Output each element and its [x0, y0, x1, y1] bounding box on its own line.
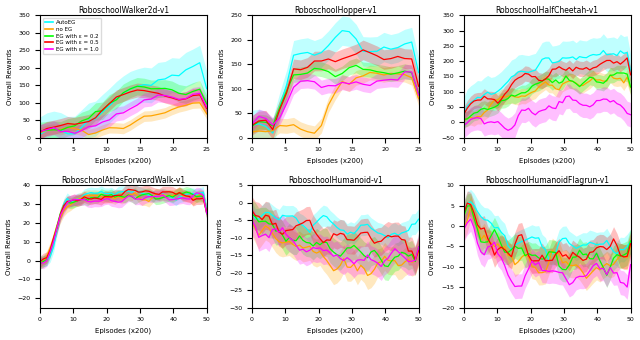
X-axis label: Episodes (x200): Episodes (x200)	[519, 328, 575, 335]
Title: RoboschoolHalfCheetah-v1: RoboschoolHalfCheetah-v1	[496, 5, 598, 15]
Title: RoboschoolAtlasForwardWalk-v1: RoboschoolAtlasForwardWalk-v1	[61, 175, 186, 185]
X-axis label: Episodes (x200): Episodes (x200)	[95, 328, 152, 335]
Y-axis label: Overall Rewards: Overall Rewards	[218, 218, 223, 275]
Y-axis label: Overall Rewards: Overall Rewards	[429, 218, 435, 275]
Y-axis label: Overall Rewards: Overall Rewards	[7, 48, 13, 105]
Title: RoboschoolHopper-v1: RoboschoolHopper-v1	[294, 5, 377, 15]
Legend: AutoEG, no EG, EG with ε = 0.2, EG with ε = 0.5, EG with ε = 1.0: AutoEG, no EG, EG with ε = 0.2, EG with …	[43, 18, 101, 54]
Title: RoboschoolHumanoid-v1: RoboschoolHumanoid-v1	[288, 175, 383, 185]
X-axis label: Episodes (x200): Episodes (x200)	[95, 158, 152, 165]
X-axis label: Episodes (x200): Episodes (x200)	[307, 328, 364, 335]
Y-axis label: Overall Rewards: Overall Rewards	[219, 48, 225, 105]
Y-axis label: Overall Rewards: Overall Rewards	[6, 218, 12, 275]
Title: RoboschoolHumanoidFlagrun-v1: RoboschoolHumanoidFlagrun-v1	[485, 175, 609, 185]
Y-axis label: Overall Rewards: Overall Rewards	[429, 48, 436, 105]
X-axis label: Episodes (x200): Episodes (x200)	[307, 158, 364, 165]
X-axis label: Episodes (x200): Episodes (x200)	[519, 158, 575, 165]
Title: RoboschoolWalker2d-v1: RoboschoolWalker2d-v1	[77, 5, 169, 15]
